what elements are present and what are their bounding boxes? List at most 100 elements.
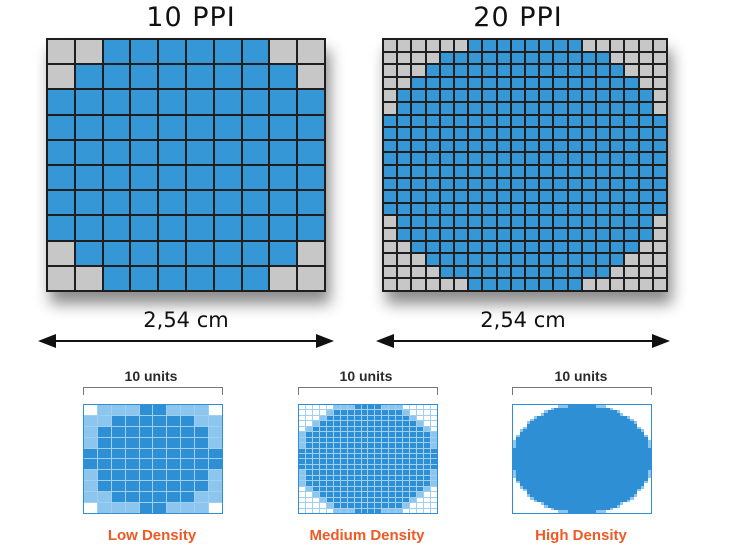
pixel-on bbox=[625, 216, 638, 227]
pixel-light bbox=[547, 405, 551, 408]
pixel-light bbox=[526, 504, 531, 508]
pixel-mid bbox=[347, 508, 354, 513]
pixel-on bbox=[469, 153, 482, 164]
pixel-dark bbox=[592, 464, 596, 468]
pixel-mid bbox=[640, 486, 645, 489]
pixel-on bbox=[540, 65, 553, 76]
pixel-dark bbox=[526, 456, 531, 459]
pixel-dark bbox=[564, 467, 569, 470]
pixel-dark bbox=[616, 415, 620, 419]
pixel-light bbox=[630, 410, 634, 414]
pixel-mid bbox=[97, 415, 111, 426]
pixel-dark bbox=[630, 475, 634, 478]
pixel-dark bbox=[630, 450, 634, 454]
pixel-dark bbox=[578, 507, 582, 511]
pixel-light bbox=[644, 507, 648, 511]
pixel-dark bbox=[623, 486, 627, 489]
pixel-dark bbox=[389, 426, 396, 432]
pixel-dark bbox=[595, 494, 600, 497]
pixel-dark bbox=[530, 475, 534, 478]
pixel-dark bbox=[410, 448, 417, 454]
pixel-dark bbox=[595, 475, 600, 478]
pixel-off bbox=[398, 266, 411, 278]
pixel-mid bbox=[644, 434, 648, 438]
pixel-light bbox=[619, 507, 624, 511]
pixel-off bbox=[454, 40, 468, 51]
pixel-dark bbox=[633, 456, 638, 459]
pixel-dark bbox=[623, 477, 627, 481]
pixel-dark bbox=[537, 483, 541, 486]
pixel-on bbox=[270, 191, 297, 215]
pixel-dark bbox=[616, 413, 620, 416]
pixel-dark bbox=[568, 432, 572, 435]
pixel-light bbox=[613, 507, 617, 511]
pixel-dark bbox=[526, 475, 531, 478]
pixel-light bbox=[647, 483, 651, 486]
pixel-dark bbox=[626, 445, 631, 449]
pixel-dark bbox=[424, 459, 431, 464]
pixel-dark bbox=[582, 507, 586, 511]
pixel-dark bbox=[554, 415, 558, 419]
pixel-dark bbox=[606, 445, 610, 449]
pixel-on bbox=[625, 128, 638, 139]
pixel-dark bbox=[382, 475, 389, 481]
pixel-dark bbox=[606, 413, 610, 416]
pixel-on bbox=[511, 140, 524, 152]
pixel-dark bbox=[592, 472, 596, 476]
pixel-light bbox=[410, 508, 417, 513]
pixel-dark bbox=[319, 421, 326, 426]
pixel-light bbox=[516, 504, 520, 508]
pixel-dark bbox=[595, 467, 600, 470]
pixel-on bbox=[554, 153, 567, 164]
pixel-dark bbox=[544, 432, 548, 435]
pixel-off bbox=[384, 77, 397, 89]
pixel-dark bbox=[602, 504, 607, 508]
pixel-on bbox=[214, 216, 241, 240]
label-medium-density: Medium Density bbox=[309, 527, 425, 544]
pixel-light bbox=[616, 510, 620, 513]
pixel-on bbox=[270, 65, 297, 89]
pixel-dark bbox=[557, 448, 562, 451]
pixel-on bbox=[611, 203, 624, 215]
pixel-dark bbox=[575, 440, 579, 443]
pixel-dark bbox=[647, 464, 651, 468]
measure-left-label: 2,54 cm bbox=[143, 308, 229, 332]
pixel-dark bbox=[389, 421, 396, 426]
pixel-light bbox=[513, 507, 517, 511]
pixel-dark bbox=[588, 415, 593, 419]
pixel-on bbox=[440, 153, 453, 164]
pixel-dark bbox=[557, 461, 562, 465]
pixel-mid bbox=[396, 508, 403, 513]
pixel-on bbox=[540, 52, 553, 64]
pixel-on bbox=[214, 266, 241, 290]
pixel-dark bbox=[375, 443, 382, 448]
pixel-on bbox=[540, 128, 553, 139]
pixel-on bbox=[497, 103, 510, 114]
pixel-dark bbox=[550, 413, 555, 416]
pixel-dark bbox=[530, 442, 534, 446]
pixel-dark bbox=[554, 453, 558, 457]
pixel-dark bbox=[111, 470, 125, 481]
pixel-dark bbox=[640, 453, 645, 457]
pixel-on bbox=[440, 103, 453, 114]
pixel-on bbox=[497, 52, 510, 64]
pixel-dark bbox=[554, 421, 558, 424]
pixel-dark bbox=[637, 477, 641, 481]
pixel-off bbox=[384, 90, 397, 101]
pixel-on bbox=[159, 216, 185, 240]
pixel-dark bbox=[599, 456, 603, 459]
pixel-dark bbox=[592, 445, 596, 449]
pixel-dark bbox=[602, 440, 607, 443]
pixel-on bbox=[497, 115, 510, 127]
pixel-dark bbox=[613, 453, 617, 457]
pixel-light bbox=[540, 510, 545, 513]
pixel-off bbox=[426, 52, 439, 64]
pixel-dark bbox=[544, 464, 548, 468]
pixel-dark bbox=[640, 450, 645, 454]
pixel-dark bbox=[585, 477, 589, 481]
pixel-dark bbox=[602, 467, 607, 470]
pixel-dark bbox=[613, 415, 617, 419]
pixel-dark bbox=[582, 434, 586, 438]
pixel-dark bbox=[630, 459, 634, 462]
pixel-on bbox=[159, 191, 185, 215]
